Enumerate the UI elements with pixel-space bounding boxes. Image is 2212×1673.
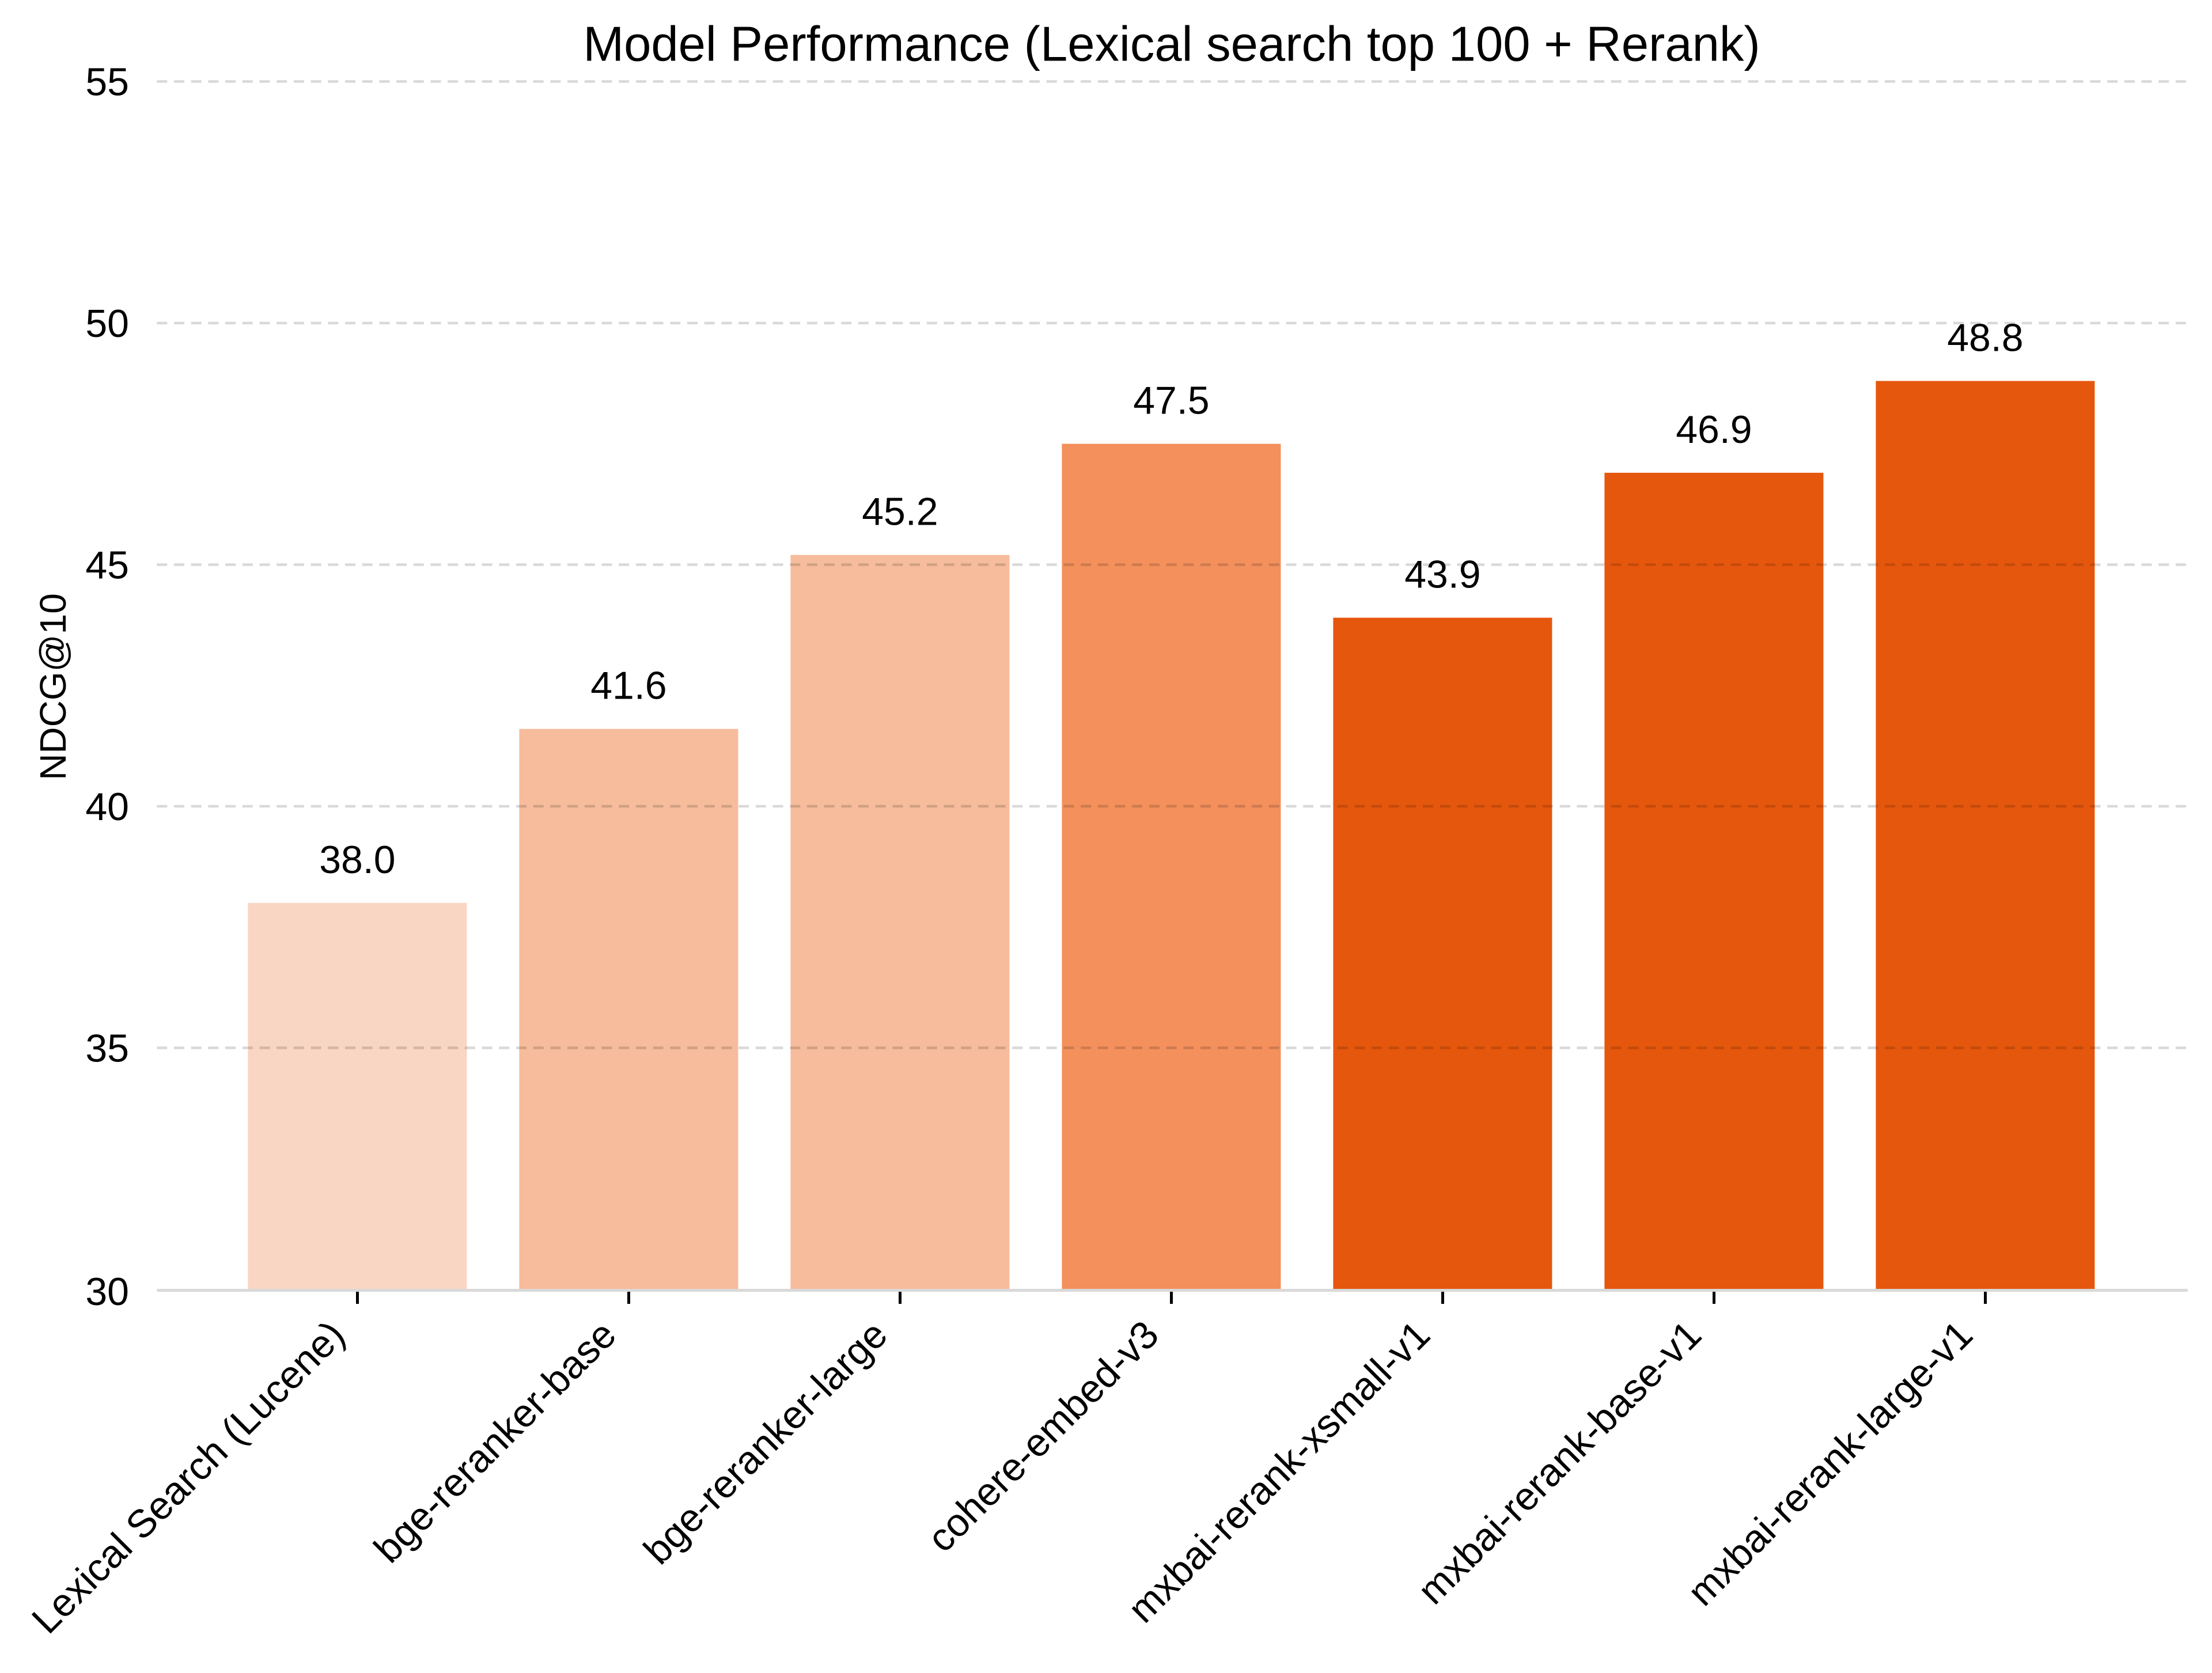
- svg-text:30: 30: [85, 1270, 129, 1314]
- svg-text:35: 35: [85, 1027, 129, 1071]
- svg-text:38.0: 38.0: [319, 838, 395, 882]
- svg-text:NDCG@10: NDCG@10: [32, 593, 74, 780]
- svg-text:55: 55: [85, 60, 129, 104]
- svg-text:43.9: 43.9: [1404, 553, 1480, 597]
- svg-text:48.8: 48.8: [1947, 316, 2023, 360]
- svg-text:46.9: 46.9: [1676, 408, 1752, 452]
- svg-text:45: 45: [85, 544, 129, 587]
- svg-text:50: 50: [85, 302, 129, 346]
- svg-text:45.2: 45.2: [862, 490, 938, 534]
- svg-text:40: 40: [85, 785, 129, 829]
- svg-text:47.5: 47.5: [1133, 379, 1209, 423]
- svg-text:Model Performance (Lexical sea: Model Performance (Lexical search top 10…: [583, 17, 1760, 72]
- svg-text:41.6: 41.6: [590, 664, 666, 708]
